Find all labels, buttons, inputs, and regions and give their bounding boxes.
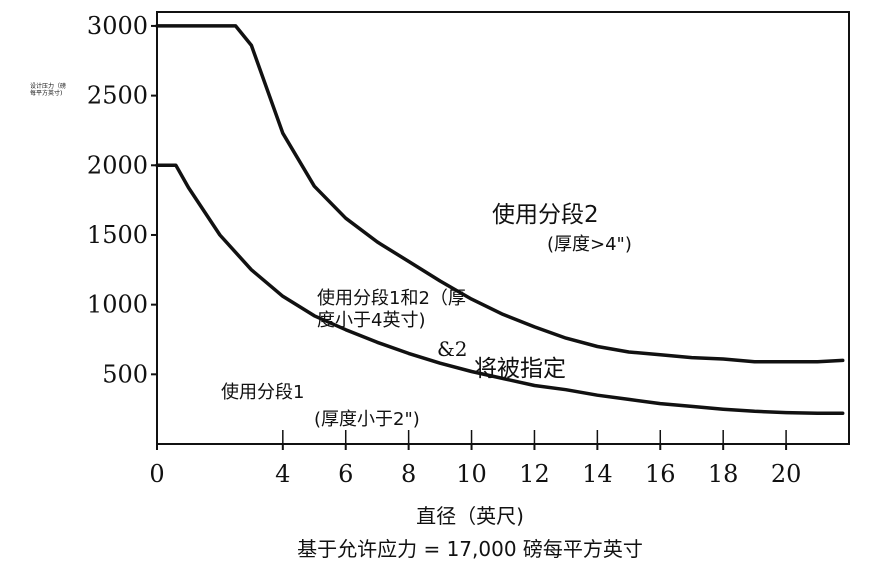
annotation-region1-note: (厚度小于2") bbox=[314, 409, 420, 430]
x-axis-label: 直径（英尺) bbox=[416, 504, 524, 528]
x-tick-label: 18 bbox=[708, 460, 739, 488]
x-tick-label: 14 bbox=[582, 460, 613, 488]
lower-limit-curve bbox=[155, 163, 845, 416]
annotation-region12-line1: 使用分段1和2（厚 bbox=[317, 288, 466, 309]
footnote: 基于允许应力 = 17,000 磅每平方英寸 bbox=[297, 537, 643, 561]
x-tick-label: 4 bbox=[275, 460, 290, 488]
curves bbox=[155, 24, 845, 416]
y-tick-label: 3000 bbox=[87, 12, 148, 40]
annotation-specified: 将被指定 bbox=[474, 356, 566, 382]
x-tick-label: 12 bbox=[519, 460, 550, 488]
annotation-region1: 使用分段1 bbox=[221, 382, 304, 403]
upper-limit-curve bbox=[155, 24, 845, 364]
y-tick-label: 1500 bbox=[87, 221, 148, 249]
annotation-amp2: &2 bbox=[437, 337, 468, 361]
y-axis-label-line1: 设计压力（磅 bbox=[30, 82, 66, 90]
x-tick-label: 0 bbox=[149, 460, 164, 488]
x-tick-label: 8 bbox=[401, 460, 416, 488]
x-tick-label: 20 bbox=[771, 460, 802, 488]
plot-frame bbox=[156, 11, 850, 445]
x-tick-label: 6 bbox=[338, 460, 353, 488]
annotation-region12-line2: 度小于4英寸) bbox=[317, 310, 425, 331]
x-tick-label: 10 bbox=[456, 460, 487, 488]
y-tick-label: 500 bbox=[102, 360, 148, 388]
annotation-region2: 使用分段2 bbox=[492, 202, 599, 228]
y-axis-label-line2: 每平方英寸) bbox=[30, 89, 62, 97]
x-axis: 0 4 6 8 10 12 14 16 18 20 bbox=[149, 430, 801, 488]
y-tick-label: 1000 bbox=[87, 291, 148, 319]
x-tick-label: 16 bbox=[645, 460, 676, 488]
annotation-region2-note: (厚度>4") bbox=[547, 234, 632, 255]
y-tick-label: 2500 bbox=[87, 82, 148, 110]
y-axis: 500 1000 1500 2000 2500 3000 bbox=[87, 12, 157, 388]
y-tick-label: 2000 bbox=[87, 151, 148, 179]
